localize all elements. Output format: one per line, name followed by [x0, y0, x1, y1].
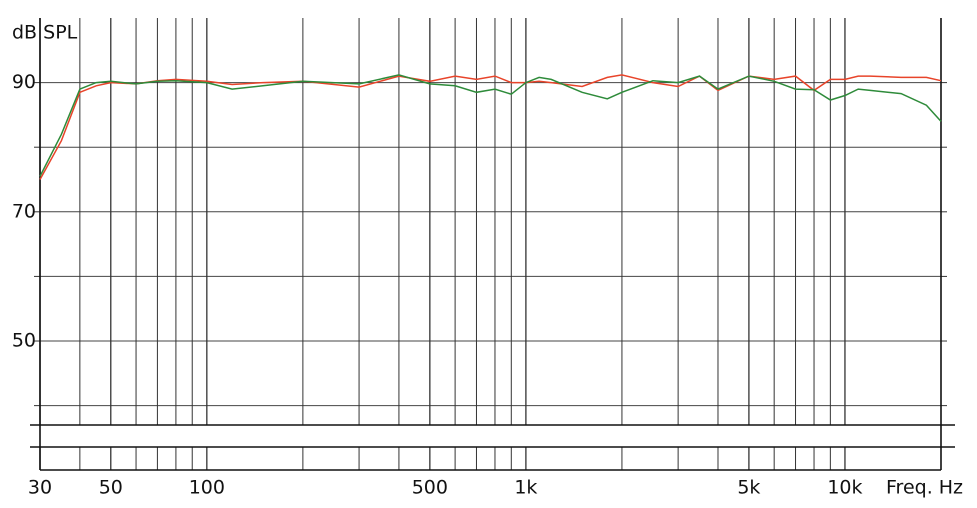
x-tick-label: 10k	[827, 477, 862, 499]
y-tick-label: 70	[12, 200, 36, 222]
y-tick-label: 90	[12, 71, 36, 93]
x-axis-title: Freq. Hz	[886, 477, 963, 499]
y-tick-label: 50	[12, 330, 36, 352]
x-tick-label: 50	[99, 477, 123, 499]
x-tick-label: 100	[189, 477, 225, 499]
x-tick-label: 5k	[737, 477, 760, 499]
x-tick-label: 1k	[514, 477, 537, 499]
series-line	[39, 74, 942, 180]
x-tick-label: 500	[412, 477, 448, 499]
x-tick-label: 30	[28, 477, 52, 499]
y-axis-title: dB SPL	[12, 22, 78, 44]
series-line	[39, 74, 942, 177]
